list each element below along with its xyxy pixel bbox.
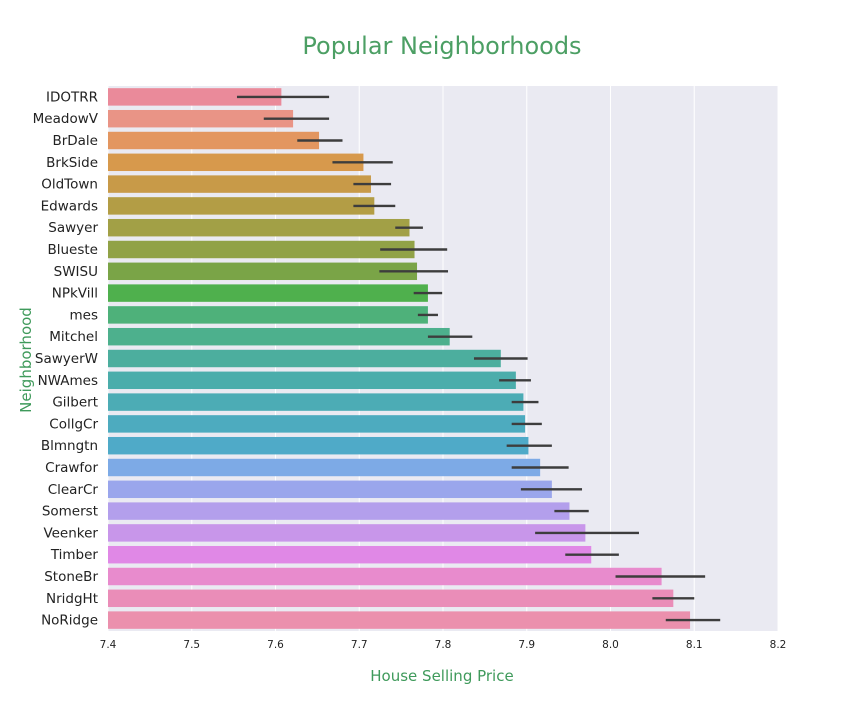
bar xyxy=(108,175,371,193)
bar xyxy=(108,545,592,564)
category-labels: IDOTRR MeadowV BrDale BrkSide OldTown Edwards… xyxy=(33,89,99,628)
x-tick-label: 7.5 xyxy=(183,639,200,651)
bar xyxy=(108,458,541,477)
category-label: SWISU xyxy=(54,264,98,280)
bar xyxy=(108,131,320,150)
x-tick-label: 8.1 xyxy=(686,639,703,651)
bar xyxy=(108,109,294,128)
bar xyxy=(108,153,364,172)
category-label: NridgHt xyxy=(46,591,98,607)
bars xyxy=(108,88,691,629)
x-tick-label: 7.8 xyxy=(435,639,452,651)
category-label: NoRidge xyxy=(41,613,98,629)
bar xyxy=(108,415,526,433)
bar xyxy=(108,240,415,259)
x-axis-label: House Selling Price xyxy=(370,667,513,685)
bar xyxy=(108,284,428,302)
category-label: Timber xyxy=(50,547,99,563)
bar xyxy=(108,436,529,455)
category-label: Blueste xyxy=(47,242,98,258)
category-label: NPkVill xyxy=(52,286,98,302)
error-bars xyxy=(236,95,721,622)
bar xyxy=(108,567,662,586)
bar xyxy=(108,480,552,499)
x-tick-label: 7.7 xyxy=(351,639,368,651)
x-tick-label: 8.0 xyxy=(602,639,619,651)
category-label: ClearCr xyxy=(48,482,99,498)
bar xyxy=(108,218,410,237)
category-label: Blmngtn xyxy=(41,438,98,454)
category-label: StoneBr xyxy=(44,569,98,585)
category-label: NWAmes xyxy=(38,373,98,389)
category-label: Mitchel xyxy=(49,329,98,345)
bar xyxy=(108,371,516,390)
category-label: Edwards xyxy=(41,198,98,214)
x-tick-label: 7.4 xyxy=(100,639,117,651)
bar xyxy=(108,327,450,346)
chart-title: Popular Neighborhoods xyxy=(302,32,581,60)
bar xyxy=(108,393,524,411)
category-label: Gilbert xyxy=(52,395,98,411)
bar xyxy=(108,306,428,324)
category-label: mes xyxy=(70,307,99,323)
category-label: Veenker xyxy=(43,525,98,541)
bar xyxy=(108,262,418,281)
bar xyxy=(108,502,570,520)
bar xyxy=(108,88,282,106)
bar xyxy=(108,524,586,542)
bar xyxy=(108,197,375,215)
y-axis-label: Neighborhood xyxy=(17,307,35,413)
x-tick-label: 7.9 xyxy=(518,639,535,651)
bar xyxy=(108,611,691,629)
x-tick-labels: 7.4 7.5 7.6 7.7 7.8 7.9 8.0 8.1 8.2 xyxy=(100,639,787,651)
category-label: Crawfor xyxy=(45,460,98,476)
category-label: Sawyer xyxy=(48,220,98,236)
x-tick-label: 7.6 xyxy=(267,639,284,651)
category-label: IDOTRR xyxy=(46,89,98,105)
x-tick-label: 8.2 xyxy=(770,639,787,651)
category-label: BrDale xyxy=(52,133,98,149)
category-label: CollgCr xyxy=(49,416,98,432)
bar xyxy=(108,589,674,608)
category-label: SawyerW xyxy=(35,351,98,367)
category-label: MeadowV xyxy=(33,111,99,127)
category-label: OldTown xyxy=(41,177,98,193)
category-label: Somerst xyxy=(42,504,98,520)
category-label: BrkSide xyxy=(46,155,98,171)
bar xyxy=(108,349,501,368)
